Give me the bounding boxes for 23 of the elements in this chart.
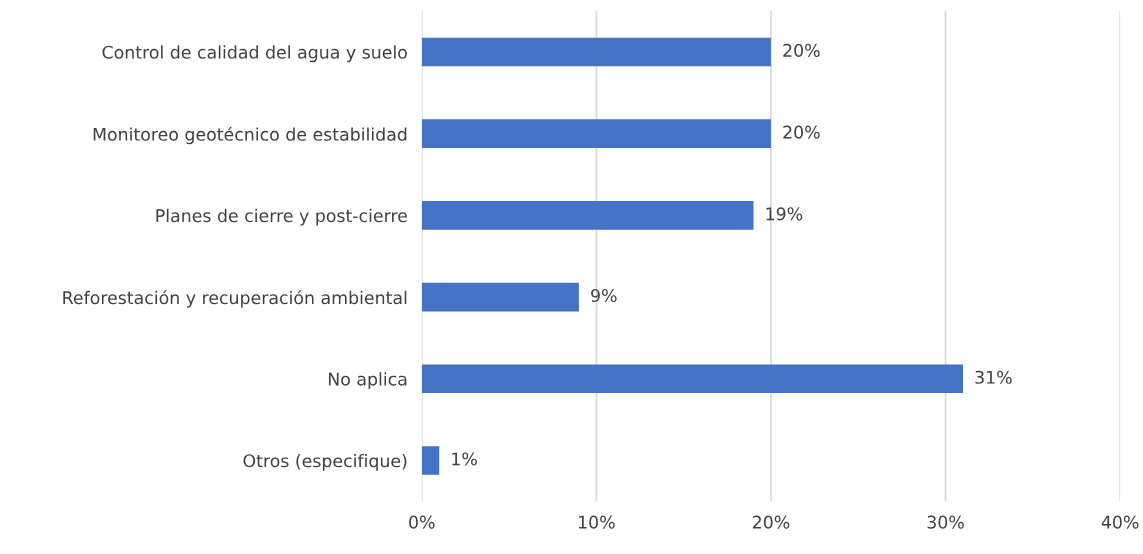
y-tick-label: Reforestación y recuperación ambiental bbox=[63, 290, 407, 308]
x-tick-label: 10% bbox=[578, 515, 615, 529]
bar bbox=[421, 446, 440, 475]
x-tick-label: 20% bbox=[752, 515, 790, 529]
x-tick-label: 40% bbox=[1101, 515, 1139, 529]
y-tick-label: Otros (especifique) bbox=[243, 453, 407, 471]
y-tick-label: No aplica bbox=[328, 372, 407, 389]
data-label: 19% bbox=[766, 207, 803, 221]
x-tick-label: 30% bbox=[927, 515, 964, 529]
x-tick-label: 0% bbox=[409, 515, 435, 529]
y-tick-label: Planes de cierre y post-cierre bbox=[156, 208, 407, 226]
bar bbox=[421, 364, 964, 394]
y-tick-label: Control de calidad del agua y suelo bbox=[102, 45, 407, 63]
data-label: 20% bbox=[783, 125, 820, 139]
bar bbox=[421, 37, 771, 67]
data-label: 1% bbox=[452, 452, 477, 466]
y-tick-label: Monitoreo geotécnico de estabilidad bbox=[93, 126, 407, 145]
data-label: 20% bbox=[783, 43, 820, 57]
data-label: 9% bbox=[591, 288, 617, 303]
bar bbox=[421, 119, 771, 148]
bar bbox=[421, 282, 579, 312]
bar bbox=[421, 201, 754, 230]
data-label: 31% bbox=[975, 370, 1012, 384]
